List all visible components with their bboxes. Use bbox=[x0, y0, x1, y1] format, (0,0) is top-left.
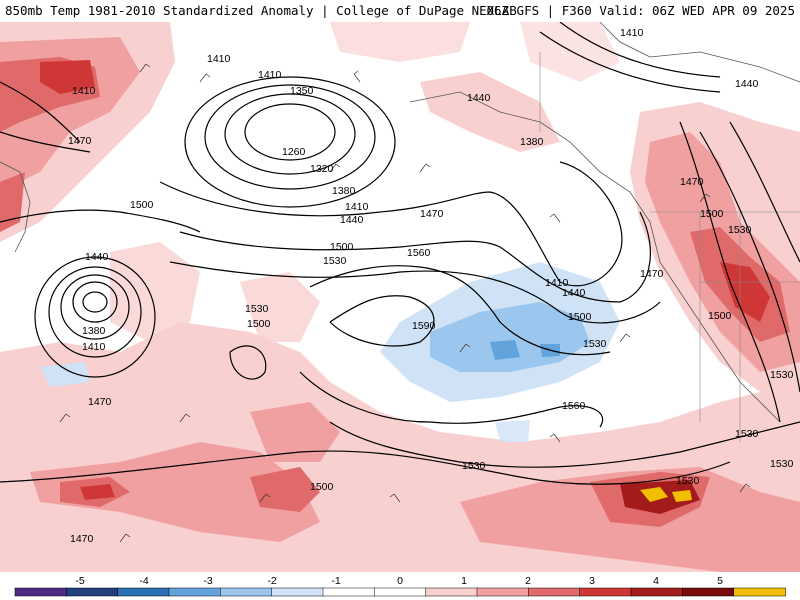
contour-label: 1530 bbox=[583, 338, 607, 350]
contour-label: 1410 bbox=[545, 277, 569, 289]
contour-label: 1530 bbox=[245, 303, 269, 315]
contour-label: 1500 bbox=[700, 208, 724, 220]
header-bar: 850mb Temp 1981-2010 Standardized Anomal… bbox=[0, 0, 800, 22]
colorbar-tick-label: 0 bbox=[397, 575, 403, 587]
colorbar-swatch bbox=[374, 587, 427, 597]
colorbar-swatch bbox=[682, 587, 735, 597]
colorbar-swatch bbox=[425, 587, 478, 597]
colorbar: -5 -4 -3 -2 -1 0 1 2 3 4 5 bbox=[0, 572, 800, 600]
contour-label: 1440 bbox=[85, 251, 109, 263]
colorbar-swatch bbox=[528, 587, 581, 597]
valid-time-label: 06Z GFS | F360 Valid: 06Z WED APR 09 202… bbox=[486, 3, 795, 18]
contour-label: 1320 bbox=[310, 163, 334, 175]
extreme-anomaly bbox=[640, 487, 692, 502]
contour-label: 1470 bbox=[640, 268, 664, 280]
contour-label: 1470 bbox=[88, 396, 112, 408]
contour-label: 1440 bbox=[340, 214, 364, 226]
colorbar-swatch bbox=[66, 587, 119, 597]
contour-label: 1470 bbox=[70, 533, 94, 545]
contour-label: 1380 bbox=[82, 325, 106, 337]
colorbar-swatch bbox=[117, 587, 170, 597]
colorbar-swatches bbox=[14, 587, 786, 597]
colorbar-swatch bbox=[476, 587, 530, 597]
contour-label: 1410 bbox=[207, 53, 231, 65]
contour-label: 1560 bbox=[562, 400, 586, 412]
colorbar-tick-label: -1 bbox=[331, 575, 340, 587]
contour-label: 1410 bbox=[345, 201, 369, 213]
contour-label: 1440 bbox=[562, 287, 586, 299]
contour-label: 1470 bbox=[68, 135, 92, 147]
contour-label-group: 1410 1440 1410 1350 1260 1320 1380 1410 … bbox=[68, 27, 794, 545]
contour-label: 1530 bbox=[728, 224, 752, 236]
colorbar-swatch bbox=[220, 587, 273, 597]
contour-label: 1350 bbox=[290, 85, 314, 97]
contour-label: 1410 bbox=[72, 85, 96, 97]
colorbar-tick-label: -4 bbox=[139, 575, 148, 587]
colorbar-tick-label: -5 bbox=[75, 575, 84, 587]
colorbar-tick-label: -2 bbox=[267, 575, 276, 587]
colorbar-tick-label: 2 bbox=[525, 575, 531, 587]
contour-label: 1530 bbox=[770, 369, 794, 381]
contour-label: 1410 bbox=[258, 69, 282, 81]
political-borders bbox=[539, 52, 800, 442]
coastlines bbox=[0, 22, 800, 423]
colorbar-tick-label: 1 bbox=[461, 575, 467, 587]
contour-label: 1410 bbox=[82, 341, 106, 353]
contour-label: 1530 bbox=[770, 458, 794, 470]
contour-label: 1500 bbox=[130, 199, 154, 211]
contour-label: 1590 bbox=[412, 320, 436, 332]
contour-label: 1440 bbox=[467, 92, 491, 104]
contour-label: 1560 bbox=[407, 247, 431, 259]
colorbar-swatch bbox=[14, 587, 68, 597]
contour-label: 1530 bbox=[462, 460, 486, 472]
height-contours bbox=[0, 22, 800, 485]
contour-label: 1260 bbox=[282, 146, 306, 158]
colorbar-swatch bbox=[168, 587, 222, 597]
contour-label: 1410 bbox=[620, 27, 644, 39]
contour-label: 1380 bbox=[332, 185, 356, 197]
contour-label: 1530 bbox=[676, 475, 700, 487]
colorbar-tick-label: 4 bbox=[653, 575, 659, 587]
contour-label: 1530 bbox=[735, 428, 759, 440]
contour-label: 1500 bbox=[247, 318, 271, 330]
contour-label: 1500 bbox=[310, 481, 334, 493]
colorbar-ticks: -5 -4 -3 -2 -1 0 1 2 3 4 5 bbox=[75, 575, 723, 587]
product-title: 850mb Temp 1981-2010 Standardized Anomal… bbox=[5, 3, 517, 18]
colorbar-tick-label: 3 bbox=[589, 575, 595, 587]
contour-label: 1530 bbox=[323, 255, 347, 267]
colorbar-swatch bbox=[733, 587, 786, 597]
contour-label: 1440 bbox=[735, 78, 759, 90]
contour-label: 1500 bbox=[568, 311, 592, 323]
colorbar-tick-label: -3 bbox=[203, 575, 212, 587]
wind-barbs bbox=[59, 63, 751, 543]
colorbar-swatch bbox=[579, 587, 632, 597]
contour-label: 1500 bbox=[708, 310, 732, 322]
colorbar-swatch bbox=[630, 587, 684, 597]
colorbar-swatch bbox=[271, 587, 324, 597]
contour-label: 1500 bbox=[330, 241, 354, 253]
contour-label: 1380 bbox=[520, 136, 544, 148]
colorbar-swatch bbox=[322, 587, 376, 597]
contour-label: 1470 bbox=[420, 208, 444, 220]
colorbar-tick-label: 5 bbox=[717, 575, 723, 587]
contour-label: 1470 bbox=[680, 176, 704, 188]
anomaly-map: 1410 1440 1410 1350 1260 1320 1380 1410 … bbox=[0, 22, 800, 572]
